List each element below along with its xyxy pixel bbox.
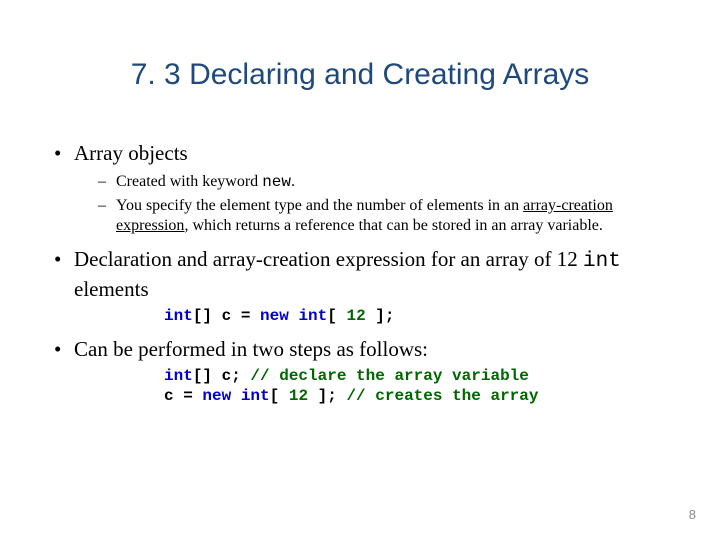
sub-bullet-list: Created with keyword new. You specify th… [98,172,672,236]
bullet-list: Array objects Created with keyword new. … [54,140,672,406]
text: Declaration and array-creation expressio… [74,247,583,271]
code-block-1: int[] c = new int[ 12 ]; [164,306,672,326]
text: . [291,173,295,190]
bullet-text: Array objects [74,141,188,165]
code-keyword: new [202,387,231,405]
code-number: 12 [346,307,365,325]
text: Created with keyword [116,173,262,190]
code-text: [] c = [193,307,260,325]
code-text [231,387,241,405]
slide-title: 7. 3 Declaring and Creating Arrays [48,58,672,92]
sub-bullet-created: Created with keyword new. [98,172,672,192]
code-comment: // creates the array [346,387,538,405]
code-text: ]; [308,387,346,405]
code-keyword: int [164,307,193,325]
code-keyword: int [241,387,270,405]
code-text: ]; [366,307,395,325]
page-number: 8 [689,507,696,522]
code-keyword: int [298,307,327,325]
mono-int: int [583,250,621,273]
code-number: 12 [289,387,308,405]
text: , which returns a reference that can be … [184,217,602,234]
slide: 7. 3 Declaring and Creating Arrays Array… [0,0,720,540]
sub-bullet-specify: You specify the element type and the num… [98,196,672,236]
bullet-declaration: Declaration and array-creation expressio… [54,246,672,326]
code-text: c = [164,387,202,405]
code-block-2: int[] c; // declare the array variable c… [164,366,672,406]
code-text [289,307,299,325]
bullet-array-objects: Array objects Created with keyword new. … [54,140,672,236]
text: You specify the element type and the num… [116,197,523,214]
code-keyword: new [260,307,289,325]
code-text: [ [327,307,346,325]
code-comment: // declare the array variable [250,367,528,385]
text: elements [74,277,149,301]
code-keyword: int [164,367,193,385]
keyword-new: new [262,173,291,191]
code-text: [] c; [193,367,251,385]
text: Can be performed in two steps as follows… [74,337,428,361]
code-text: [ [270,387,289,405]
bullet-two-steps: Can be performed in two steps as follows… [54,336,672,406]
